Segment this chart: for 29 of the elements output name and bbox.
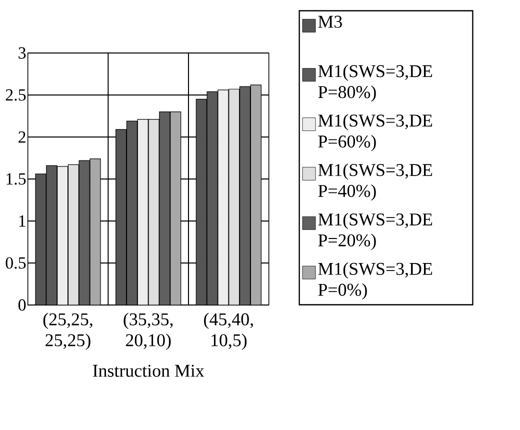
bar xyxy=(78,160,90,305)
x-tick-label: (35,35, 20,10) xyxy=(124,312,173,350)
y-tick-label: 2.5 xyxy=(6,89,26,101)
legend-label: M1(SWS=3,DEP=60%) xyxy=(318,114,432,152)
bar xyxy=(239,86,251,305)
bar xyxy=(228,88,240,305)
y-tick-label: 1 xyxy=(19,215,26,227)
y-tick-label: 1.5 xyxy=(6,173,26,185)
y-tick-label: 0.5 xyxy=(6,257,26,269)
bar xyxy=(250,84,262,305)
bar xyxy=(68,164,79,305)
legend-label: M1(SWS=3,DEP=80%) xyxy=(318,64,432,102)
bar xyxy=(148,119,160,305)
x-axis-title: Instruction Mix xyxy=(92,364,204,377)
bar xyxy=(218,90,229,305)
legend-label: M1(SWS=3,DEP=20%) xyxy=(318,212,432,250)
bar xyxy=(90,158,101,305)
y-tick-label: 0 xyxy=(18,299,26,311)
legend-label: M1(SWS=3,DEP=40%) xyxy=(318,163,432,201)
x-tick-label: (45,40, 10,5) xyxy=(204,312,253,350)
legend-label: M3 xyxy=(318,16,342,28)
legend-label: M1(SWS=3,DEP=0%) xyxy=(318,262,432,300)
y-tick-label: 2 xyxy=(18,131,26,143)
y-tick-label: 3 xyxy=(18,47,26,59)
bar xyxy=(57,166,68,305)
x-tick-label: (25,25, 25,25) xyxy=(43,312,92,350)
bar xyxy=(138,119,148,305)
bar xyxy=(159,112,170,305)
bar xyxy=(170,112,181,305)
